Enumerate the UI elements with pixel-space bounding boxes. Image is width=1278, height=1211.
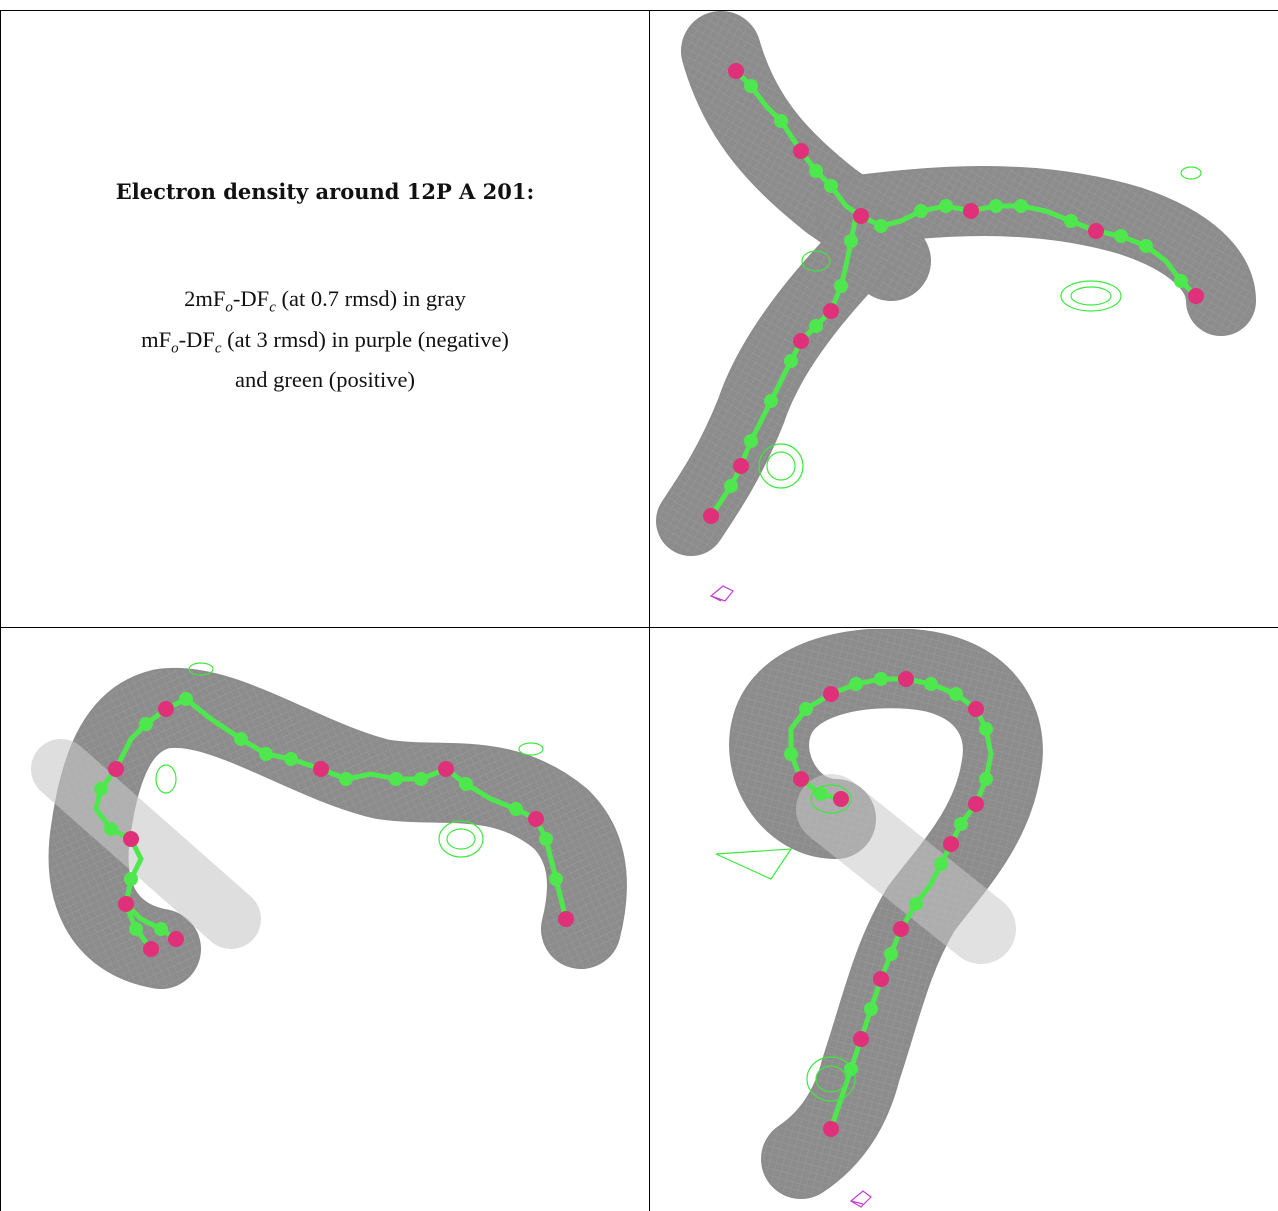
carbon-atoms bbox=[784, 672, 993, 1076]
density-image-s bbox=[31, 662, 627, 989]
legend-line-green: and green (positive) bbox=[235, 367, 415, 392]
oxygen-atoms bbox=[703, 63, 1204, 524]
view-bottom-right bbox=[651, 629, 1277, 1211]
grid-border-left bbox=[0, 10, 1, 1211]
grid-divider-vertical bbox=[649, 10, 650, 1211]
oxygen-atoms bbox=[793, 671, 984, 1137]
panel-title: Electron density around 12P A 201: bbox=[115, 179, 535, 204]
density-image-y bbox=[656, 11, 1256, 602]
density-image-loop bbox=[715, 629, 1043, 1208]
view-bottom-left bbox=[1, 629, 649, 1211]
positive-difference-density bbox=[155, 662, 544, 858]
caption-panel: Electron density around 12P A 201: 2mFo-… bbox=[1, 11, 649, 627]
view-top-right bbox=[651, 11, 1277, 627]
legend-line-2mfo: 2mFo-DFc (at 0.7 rmsd) in gray bbox=[184, 286, 466, 316]
carbon-atoms bbox=[94, 692, 563, 936]
positive-difference-density bbox=[715, 784, 856, 1102]
oxygen-atoms bbox=[108, 701, 574, 957]
legend-line-mfo: mFo-DFc (at 3 rmsd) in purple (negative) bbox=[141, 326, 509, 357]
density-mesh bbox=[31, 667, 627, 989]
density-mesh bbox=[729, 629, 1043, 1199]
legend-text: 2mFo-DFc (at 0.7 rmsd) in gray mFo-DFc (… bbox=[1, 283, 649, 396]
positive-difference-density bbox=[758, 166, 1202, 489]
carbon-atoms bbox=[724, 79, 1188, 493]
density-mesh bbox=[656, 11, 1256, 556]
negative-difference-density bbox=[849, 1190, 872, 1208]
negative-difference-density bbox=[709, 585, 734, 602]
grid-border-top bbox=[0, 10, 1278, 11]
grid-divider-horizontal bbox=[0, 627, 1278, 628]
